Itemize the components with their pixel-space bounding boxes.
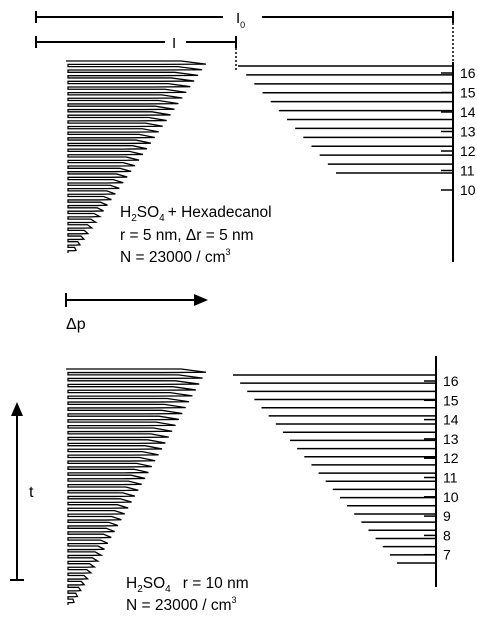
time-arrow: [10, 402, 24, 581]
top-axis-number: 14: [460, 104, 476, 120]
i0-label: I0: [236, 10, 245, 30]
top-histogram-lines: [238, 65, 453, 174]
top-axis-number: 13: [460, 124, 476, 140]
top-axis-numbers: 16 15 14 13 12 11 10: [441, 65, 476, 198]
top-compound-line: H2SO4 + Hexadecanol: [120, 204, 272, 224]
bottom-axis-number: 13: [443, 431, 459, 447]
bottom-axis-number: 7: [443, 547, 451, 563]
i-label: I: [172, 35, 176, 52]
time-label: t: [29, 484, 34, 501]
bottom-axis-numbers: 16 15 14 13 12 11 10 9 8 7: [424, 373, 459, 563]
bottom-density-line: N = 23000 / cm3: [126, 595, 237, 614]
top-pulse-train: [66, 60, 207, 253]
bottom-axis-number: 10: [443, 489, 459, 505]
top-axis-number: 10: [460, 182, 476, 198]
bottom-pulse-train: [66, 368, 207, 605]
i0-bracket: [35, 11, 454, 23]
bottom-histogram-lines: [233, 374, 436, 564]
pulse-path: [66, 368, 207, 605]
bottom-axis-number: 8: [443, 527, 451, 543]
bottom-axis-number: 16: [443, 373, 459, 389]
top-density-line: N = 23000 / cm3: [120, 247, 231, 266]
pulse-path: [66, 60, 207, 253]
bottom-axis-number: 14: [443, 412, 459, 428]
delta-p-arrow: [65, 293, 208, 307]
top-axis-number: 11: [460, 163, 475, 179]
top-radius-line: r = 5 nm, Δr = 5 nm: [120, 227, 254, 244]
i-bracket: [35, 36, 237, 48]
top-axis-number: 15: [460, 85, 476, 101]
bottom-axis-number: 11: [443, 470, 458, 486]
bottom-compound-line: H2SO4 r = 10 nm: [126, 575, 249, 595]
bottom-axis-number: 15: [443, 392, 459, 408]
bottom-axis-number: 9: [443, 508, 451, 524]
bottom-axis-number: 12: [443, 450, 459, 466]
top-axis-number: 16: [460, 65, 476, 81]
top-axis-number: 12: [460, 143, 476, 159]
delta-p-label: Δp: [66, 316, 86, 333]
